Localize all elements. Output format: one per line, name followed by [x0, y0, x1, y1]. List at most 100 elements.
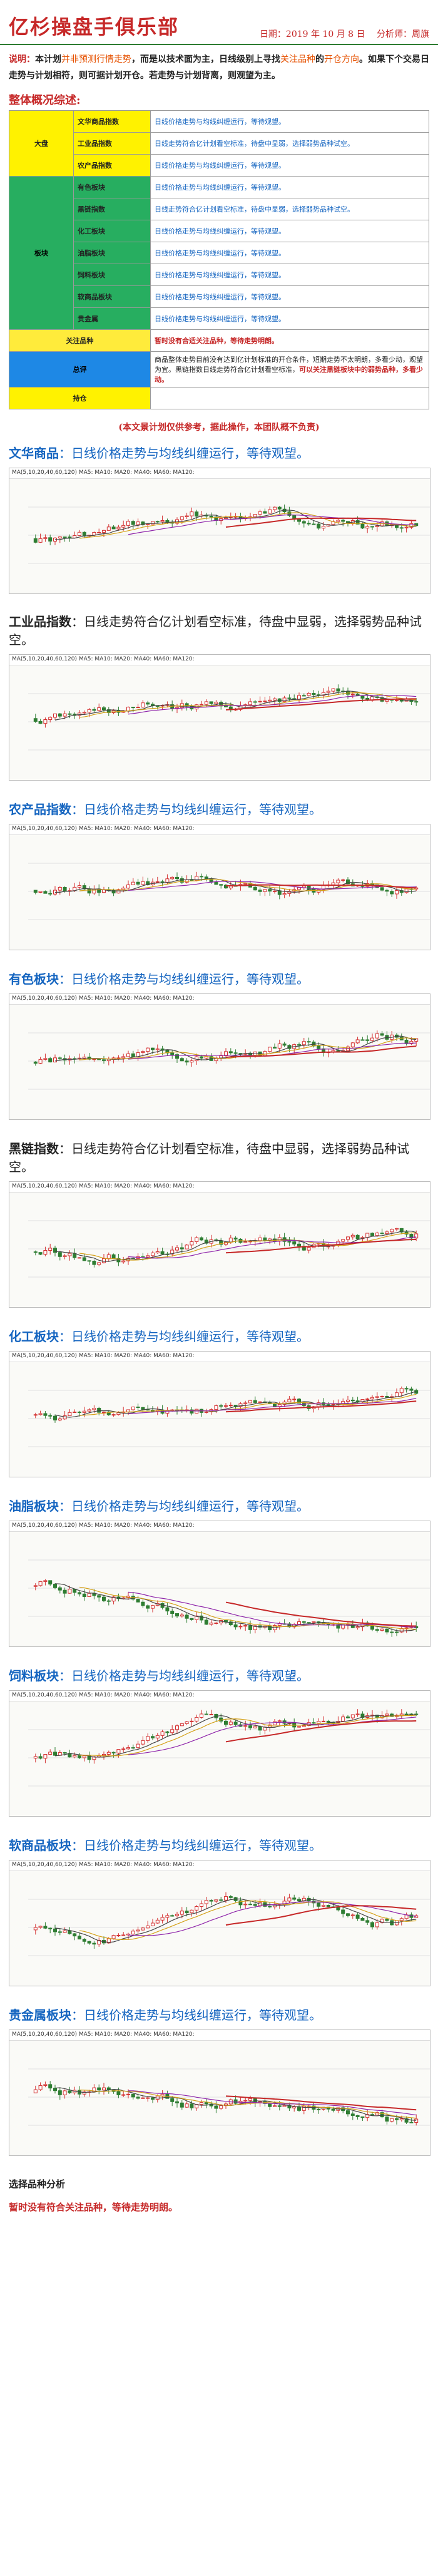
block-heading: 工业品指数：日线走势符合亿计划看空标准，待盘中显弱，选择弱势品种试空。 — [9, 612, 429, 648]
candle-body — [214, 2105, 218, 2109]
row-category: 大盘 — [9, 110, 74, 177]
candle-body — [185, 1614, 189, 1619]
candle-body — [126, 1258, 130, 1261]
candle-body — [73, 1755, 77, 1758]
candle-body — [175, 2101, 179, 2103]
candle-body — [175, 1613, 179, 1617]
focus-text: 暂时没有合适关注品种，等待走势明朗。 — [150, 329, 429, 352]
candle-body — [297, 2106, 301, 2111]
candle-body — [53, 1248, 57, 1253]
candlestick-chart: MA(5,10,20,40,60,120) MA5: MA10: MA20: M… — [9, 824, 430, 950]
candle-body — [414, 1038, 419, 1042]
candle-body — [243, 1241, 248, 1243]
candle-body — [277, 1044, 282, 1049]
candle-body — [370, 1233, 374, 1236]
candle-body — [243, 883, 248, 885]
candle-body — [78, 1755, 81, 1758]
candle-body — [312, 523, 316, 525]
focus-label: 关注品种 — [9, 329, 151, 352]
row-text: 日线价格走势与均线纠缠运行，等待观望。 — [150, 307, 429, 330]
candle-body — [121, 888, 126, 890]
row-subject: 黑链指数 — [73, 198, 151, 220]
candle-body — [214, 1899, 218, 1902]
chart-block: 农产品指数：日线价格走势与均线纠缠运行，等待观望。 MA(5,10,20,40,6… — [0, 799, 438, 950]
candle-body — [102, 530, 106, 533]
candle-body — [263, 889, 267, 892]
candle-body — [209, 1713, 213, 1715]
candle-body — [395, 1228, 399, 1230]
moving-average-line — [54, 1583, 417, 1632]
row-subject: 饲料板块 — [73, 264, 151, 286]
candle-body — [331, 1403, 335, 1405]
candle-body — [390, 1229, 394, 1233]
candle-body — [414, 1915, 419, 1918]
candle-body — [224, 1051, 228, 1056]
candle-body — [380, 1395, 384, 1397]
moving-average-line — [225, 1045, 417, 1058]
candle-body — [360, 1713, 365, 1718]
candle-body — [141, 1051, 145, 1053]
candle-body — [209, 701, 213, 704]
moving-average-line — [128, 1901, 417, 1936]
candle-body — [43, 1058, 48, 1060]
candle-body — [248, 1053, 252, 1056]
colon: ： — [59, 1499, 71, 1514]
colon: ： — [71, 2008, 84, 2023]
candle-body — [297, 1243, 301, 1247]
candle-body — [395, 890, 399, 895]
moving-average-line — [225, 884, 417, 889]
colon: ： — [59, 1668, 71, 1683]
ma-legend: MA(5,10,20,40,60,120) MA5: MA10: MA20: M… — [9, 1182, 430, 1193]
candle-body — [200, 1903, 203, 1907]
candle-body — [380, 1715, 384, 1718]
block-text: 日线价格走势与均线纠缠运行，等待观望。 — [71, 1668, 309, 1683]
candle-body — [92, 1261, 96, 1265]
candle-body — [111, 1752, 116, 1753]
block-name: 化工板块 — [9, 1329, 59, 1344]
candle-body — [243, 2100, 248, 2101]
candle-body — [409, 523, 414, 528]
candle-body — [365, 1233, 370, 1238]
block-heading: 饲料板块：日线价格走势与均线纠缠运行，等待观望。 — [9, 1666, 429, 1684]
candle-body — [370, 526, 374, 528]
block-name: 黑链指数 — [9, 1141, 59, 1156]
block-heading: 化工板块：日线价格走势与均线纠缠运行，等待观望。 — [9, 1326, 429, 1345]
candle-body — [146, 1925, 150, 1929]
candle-body — [355, 1713, 360, 1715]
candle-body — [317, 1721, 321, 1724]
candle-body — [180, 878, 184, 883]
candle-body — [385, 890, 389, 892]
candle-body — [350, 1714, 355, 1718]
moving-average-line — [128, 694, 417, 715]
candlestick-chart: MA(5,10,20,40,60,120) MA5: MA10: MA20: M… — [9, 1860, 430, 1986]
candle-body — [170, 1729, 175, 1733]
candle-body — [322, 1904, 325, 1907]
candle-body — [409, 1234, 414, 1239]
candle-body — [233, 1238, 238, 1239]
candle-body — [317, 2108, 321, 2110]
candle-body — [78, 1936, 81, 1940]
candle-body — [180, 1058, 184, 1062]
candle-body — [277, 1623, 282, 1626]
moving-average-line — [225, 1720, 417, 1743]
block-name: 有色板块 — [9, 972, 59, 987]
row-text: 日线价格走势与均线纠缠运行，等待观望。 — [150, 220, 429, 242]
ma-legend: MA(5,10,20,40,60,120) MA5: MA10: MA20: M… — [9, 824, 430, 835]
candle-body — [375, 525, 379, 527]
candle-body — [151, 2097, 155, 2100]
candle-body — [219, 1899, 223, 1901]
table-row: 软商品板块 日线价格走势与均线纠缠运行，等待观望。 — [9, 285, 429, 308]
candle-body — [200, 704, 203, 706]
candle-body — [146, 1605, 150, 1609]
candle-body — [302, 695, 306, 697]
candle-body — [126, 1053, 130, 1057]
moving-average-line — [79, 512, 417, 539]
candle-body — [355, 1039, 360, 1044]
candle-body — [151, 521, 155, 525]
candle-body — [258, 511, 262, 515]
moving-average-line — [225, 1601, 417, 1627]
candle-body — [258, 700, 262, 702]
candle-body — [185, 1060, 189, 1063]
candle-body — [268, 699, 272, 702]
candle-body — [380, 1233, 384, 1234]
